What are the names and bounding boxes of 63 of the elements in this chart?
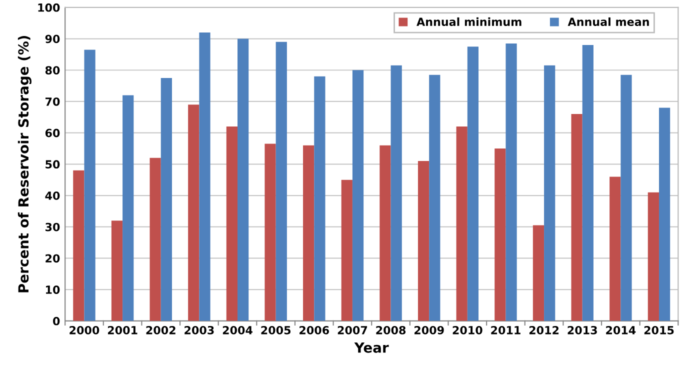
bar (658, 108, 670, 321)
x-tick-label: 2010 (452, 326, 482, 334)
y-tick-label: 40 (45, 191, 60, 200)
x-tick-label: 2011 (491, 326, 520, 334)
bar (160, 78, 172, 321)
bar (582, 45, 594, 321)
y-tick-label: 100 (38, 3, 60, 12)
bar (620, 74, 632, 321)
bar (314, 76, 326, 321)
x-tick-label: 2004 (222, 326, 252, 334)
bar (122, 95, 134, 321)
bar (303, 145, 314, 321)
bar (467, 46, 479, 321)
bar (429, 74, 440, 321)
x-axis-title: Year (354, 342, 389, 353)
x-tick-label: 2005 (261, 326, 291, 334)
legend-label: Annual minimum (416, 17, 522, 26)
x-tick-label: 2014 (606, 326, 636, 334)
bar (418, 161, 430, 321)
y-tick-label: 30 (45, 222, 60, 232)
x-tick-label: 2012 (529, 326, 559, 334)
bar (532, 225, 544, 321)
x-tick-label: 2015 (644, 326, 674, 334)
bar (610, 176, 621, 321)
y-tick-label: 20 (46, 254, 60, 263)
y-axis-title: Percent of Reservoir Storage (%) (18, 36, 32, 292)
bar (276, 42, 287, 321)
x-tick-label: 2013 (568, 326, 597, 334)
y-tick-label: 10 (46, 286, 60, 294)
bar (188, 104, 200, 321)
bar (84, 50, 96, 321)
bar (648, 192, 659, 321)
bar (380, 145, 391, 321)
bar (238, 38, 249, 321)
x-tick-label: 2009 (414, 326, 444, 334)
bar (264, 144, 276, 321)
y-tick-label: 80 (45, 66, 60, 74)
legend-label: Annual mean (568, 17, 649, 26)
x-tick-label: 2002 (146, 326, 176, 334)
x-tick-label: 2006 (300, 326, 329, 334)
bar (390, 65, 402, 321)
bar (111, 220, 123, 321)
bar (226, 126, 238, 321)
bar (150, 158, 161, 321)
bar (571, 114, 582, 321)
bar (341, 180, 352, 321)
bar (73, 170, 84, 321)
y-tick-label: 70 (45, 97, 60, 106)
bar (544, 65, 556, 321)
x-tick-label: 2000 (70, 326, 100, 334)
x-tick-label: 2003 (184, 326, 214, 334)
y-tick-label: 50 (46, 160, 60, 169)
x-tick-label: 2008 (376, 326, 406, 334)
x-tick-label: 2001 (108, 326, 138, 334)
bar (456, 126, 468, 321)
x-tick-label: 2007 (338, 326, 368, 334)
bar (352, 70, 364, 321)
bar (199, 32, 210, 321)
y-tick-label: 0 (53, 316, 60, 326)
bar (494, 148, 506, 321)
bar (506, 43, 517, 321)
y-tick-label: 90 (45, 34, 60, 44)
y-tick-label: 60 (45, 128, 60, 138)
